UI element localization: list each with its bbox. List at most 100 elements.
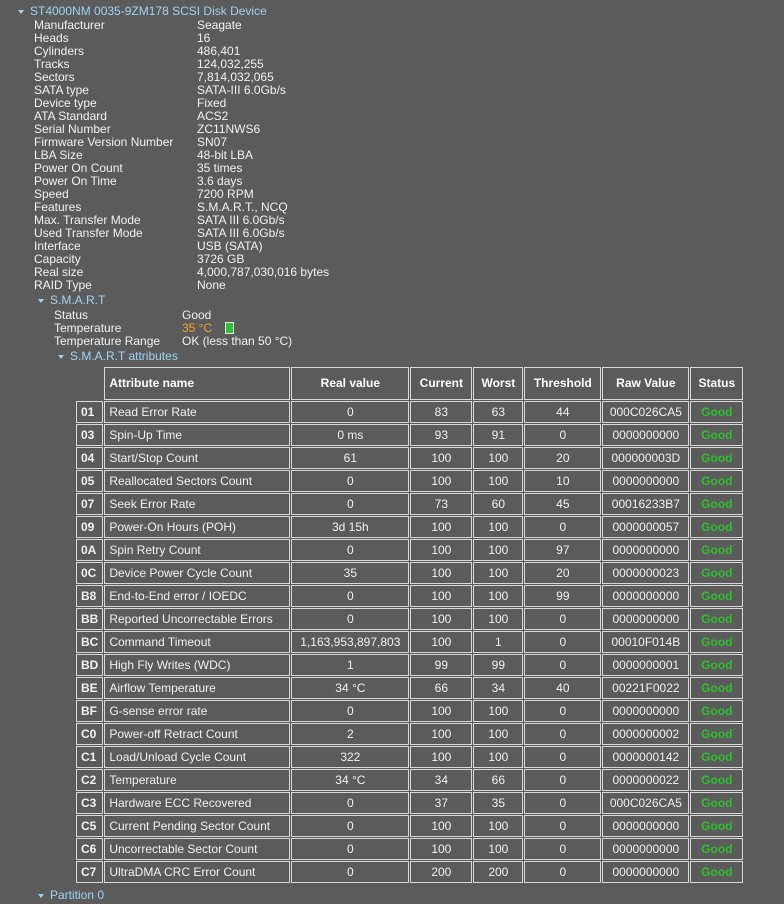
property-value: ACS2 (197, 109, 229, 123)
status: Good (690, 447, 744, 469)
expand-arrow[interactable] (38, 894, 44, 898)
attribute-id: BB (76, 608, 104, 630)
attribute-id: 04 (76, 447, 104, 469)
property-value: Fixed (197, 96, 227, 110)
property-label: Heads (34, 31, 69, 45)
threshold: 0 (524, 769, 602, 791)
real-value: 0 (291, 700, 410, 722)
current: 99 (410, 654, 473, 676)
attribute-name: Load/Unload Cycle Count (104, 746, 291, 768)
column-header: Threshold (524, 367, 602, 400)
smart-label: Status (54, 308, 89, 322)
raw-value: 000C026CA5 (602, 792, 690, 814)
attribute-name: Airflow Temperature (104, 677, 291, 699)
threshold: 97 (524, 539, 602, 561)
threshold: 45 (524, 493, 602, 515)
property-label: Max. Transfer Mode (34, 213, 141, 227)
property-label: RAID Type (34, 278, 92, 292)
property-value: SATA-III 6.0Gb/s (197, 83, 286, 97)
attribute-id: B8 (76, 585, 104, 607)
attribute-row: 03 Spin-Up Time 0 ms 93 91 0 0000000000 Good (76, 424, 744, 446)
expand-arrow[interactable] (58, 355, 64, 359)
threshold: 0 (524, 654, 602, 676)
attribute-name: Reallocated Sectors Count (104, 470, 291, 492)
status: Good (690, 539, 744, 561)
attribute-row: BE Airflow Temperature 34 °C 66 34 40 00221F00… (76, 677, 744, 699)
current: 100 (410, 815, 473, 837)
attribute-name: Power-On Hours (POH) (104, 516, 291, 538)
property-label: Power On Count (34, 161, 123, 175)
attribute-id: 05 (76, 470, 104, 492)
property-label: Power On Time (34, 174, 117, 188)
current: 100 (410, 700, 473, 722)
attribute-id: 09 (76, 516, 104, 538)
property-value: ZC11NWS6 (197, 122, 261, 136)
device-title[interactable]: ST4000NM 0035-9ZM178 SCSI Disk Device (30, 4, 267, 18)
property-label: Device type (34, 96, 97, 110)
worst: 100 (473, 516, 524, 538)
real-value: 1,163,953,897,803 (291, 631, 410, 653)
attribute-id: C3 (76, 792, 104, 814)
column-header: Real value (291, 367, 410, 400)
partition-title[interactable]: Partition 0 (50, 888, 105, 902)
attribute-id: C0 (76, 723, 104, 745)
property-label: Cylinders (34, 44, 85, 58)
status: Good (690, 861, 744, 883)
worst: 100 (473, 539, 524, 561)
real-value: 3d 15h (291, 516, 410, 538)
attribute-name: Read Error Rate (104, 401, 291, 423)
smart-value: OK (less than 50 °C) (182, 334, 293, 348)
current: 37 (410, 792, 473, 814)
smart-label: Temperature Range (54, 334, 161, 348)
property-value: 3726 GB (197, 252, 245, 266)
worst: 35 (473, 792, 524, 814)
property-value: 48-bit LBA (197, 148, 254, 162)
current: 100 (410, 447, 473, 469)
attributes-table: Attribute name Real value Current Worst Thre… (75, 366, 745, 884)
property-label: Features (34, 200, 82, 214)
property-value: 7200 RPM (197, 187, 254, 201)
real-value: 0 (291, 539, 410, 561)
column-header: Raw Value (602, 367, 690, 400)
attributes-title[interactable]: S.M.A.R.T attributes (70, 349, 178, 363)
attribute-row: BB Reported Uncorrectable Errors 0 100 100 0 0… (76, 608, 744, 630)
property-label: Speed (34, 187, 69, 201)
property-value: S.M.A.R.T., NCQ (197, 200, 288, 214)
status: Good (690, 424, 744, 446)
attribute-name: Power-off Retract Count (104, 723, 291, 745)
raw-value: 0000000023 (602, 562, 690, 584)
worst: 1 (473, 631, 524, 653)
attribute-row: BC Command Timeout 1,163,953,897,803 100 1 0 0… (76, 631, 744, 653)
real-value: 2 (291, 723, 410, 745)
worst: 100 (473, 838, 524, 860)
real-value: 34 °C (291, 677, 410, 699)
expand-arrow[interactable] (38, 299, 44, 303)
threshold: 0 (524, 608, 602, 630)
attribute-id: C1 (76, 746, 104, 768)
threshold: 20 (524, 447, 602, 469)
threshold: 0 (524, 631, 602, 653)
worst: 66 (473, 769, 524, 791)
current: 100 (410, 838, 473, 860)
status: Good (690, 838, 744, 860)
current: 66 (410, 677, 473, 699)
real-value: 0 (291, 401, 410, 423)
property-value: 7,814,032,065 (197, 70, 274, 84)
worst: 100 (473, 470, 524, 492)
threshold: 0 (524, 516, 602, 538)
attribute-row: 07 Seek Error Rate 0 73 60 45 00016233B7 Good (76, 493, 744, 515)
smart-title[interactable]: S.M.A.R.T (50, 293, 106, 307)
expand-arrow[interactable] (18, 10, 24, 14)
status: Good (690, 700, 744, 722)
current: 100 (410, 470, 473, 492)
worst: 200 (473, 861, 524, 883)
worst: 91 (473, 424, 524, 446)
attribute-id: 0C (76, 562, 104, 584)
threshold: 44 (524, 401, 602, 423)
attribute-row: C3 Hardware ECC Recovered 0 37 35 0 000C026CA5… (76, 792, 744, 814)
property-label: Serial Number (34, 122, 111, 136)
property-value: SATA III 6.0Gb/s (197, 213, 285, 227)
raw-value: 0000000000 (602, 815, 690, 837)
threshold: 0 (524, 792, 602, 814)
worst: 60 (473, 493, 524, 515)
